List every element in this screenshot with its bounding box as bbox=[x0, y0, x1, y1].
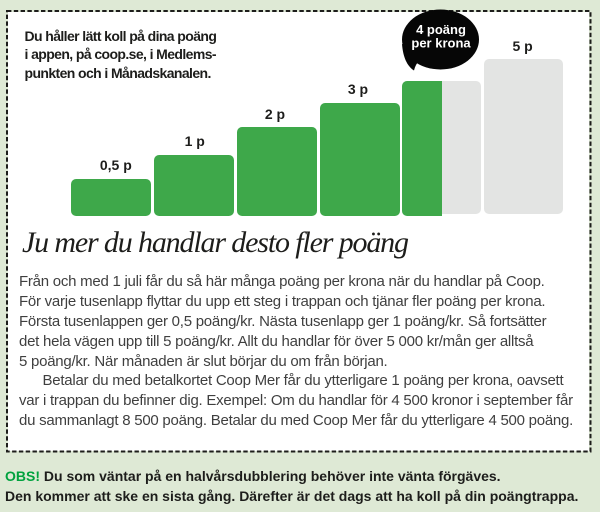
svg-text:4 poäng: 4 poäng bbox=[416, 22, 466, 37]
svg-text:per krona: per krona bbox=[411, 36, 471, 51]
